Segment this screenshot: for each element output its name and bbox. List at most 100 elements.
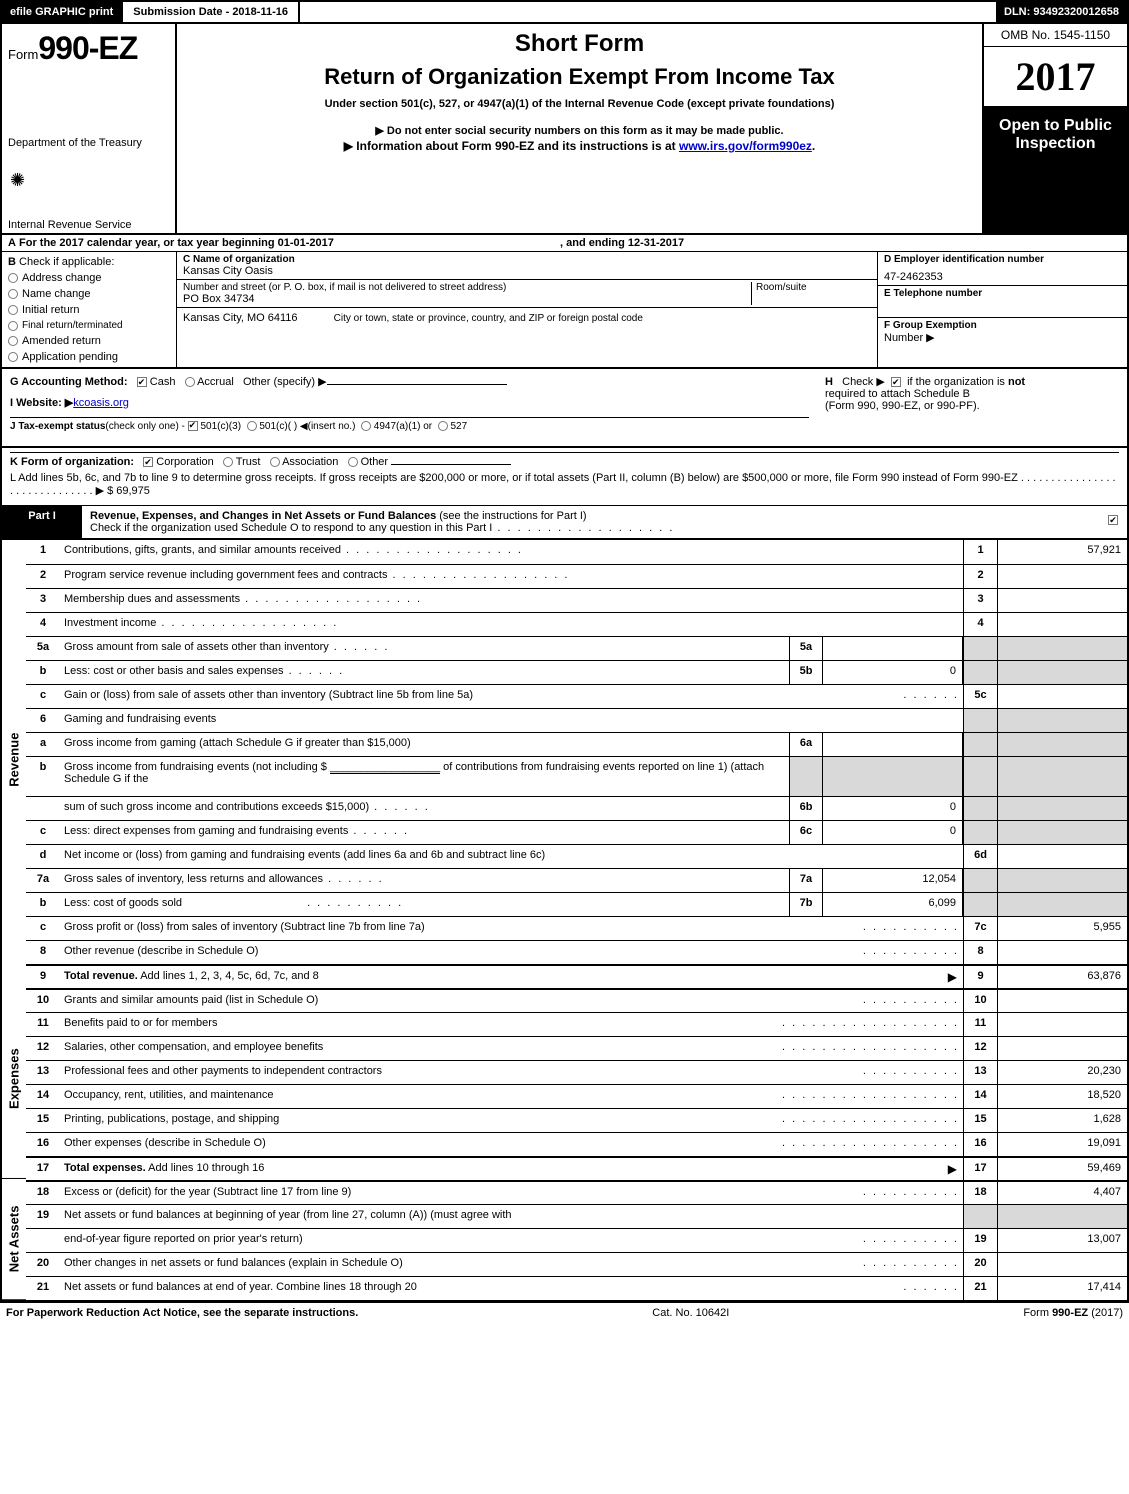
right-val	[997, 637, 1127, 660]
tax-year: 2017	[984, 47, 1127, 107]
g-cash: Cash	[150, 376, 176, 388]
line-a-mid: , and ending	[560, 237, 628, 249]
line-desc: Other expenses (describe in Schedule O)	[60, 1133, 963, 1156]
opt-amended-return[interactable]: Amended return	[8, 335, 170, 347]
street-cell: Number and street (or P. O. box, if mail…	[177, 280, 877, 308]
radio-trust[interactable]	[223, 457, 233, 467]
dots-icon	[284, 665, 345, 677]
street-value: PO Box 34734	[183, 293, 751, 305]
g-accrual: Accrual	[197, 376, 234, 388]
table-row: 11Benefits paid to or for members11	[26, 1012, 1127, 1036]
telephone-label: E Telephone number	[884, 288, 1121, 299]
part-i-table: Revenue Expenses Net Assets 1Contributio…	[0, 540, 1129, 1302]
line-num: 3	[26, 589, 60, 612]
line-num: 7a	[26, 869, 60, 892]
desc-text: Less: cost or other basis and sales expe…	[64, 665, 284, 677]
table-row: 14Occupancy, rent, utilities, and mainte…	[26, 1084, 1127, 1108]
instructions-link[interactable]: www.irs.gov/form990ez	[679, 139, 812, 153]
right-num: 19	[963, 1229, 997, 1252]
header-center: Short Form Return of Organization Exempt…	[177, 24, 982, 233]
line-desc: Less: cost of goods sold	[60, 893, 789, 916]
topbar-left: efile GRAPHIC print Submission Date - 20…	[2, 2, 300, 22]
right-num	[963, 821, 997, 844]
opt-final-return[interactable]: Final return/terminated	[8, 320, 170, 331]
group-exemption-label: F Group Exemption	[884, 320, 1121, 331]
blank-line[interactable]: __________________	[330, 761, 440, 774]
table-row: 18Excess or (deficit) for the year (Subt…	[26, 1180, 1127, 1204]
k-other-blank[interactable]	[391, 464, 511, 465]
table-row: 2Program service revenue including gover…	[26, 564, 1127, 588]
ein-label: D Employer identification number	[884, 254, 1121, 265]
opt-name-change[interactable]: Name change	[8, 288, 170, 300]
form-word: Form	[8, 47, 38, 62]
desc-text: Gross amount from sale of assets other t…	[64, 641, 329, 653]
footer-left-text: For Paperwork Reduction Act Notice, see …	[6, 1307, 358, 1319]
opt-label: Initial return	[22, 304, 79, 316]
desc-text: Other revenue (describe in Schedule O)	[64, 945, 258, 957]
radio-527[interactable]	[438, 421, 448, 431]
right-info-column: D Employer identification number 47-2462…	[877, 252, 1127, 367]
right-val: 1,628	[997, 1109, 1127, 1132]
desc-text: Gross sales of inventory, less returns a…	[64, 873, 323, 885]
radio-other[interactable]	[348, 457, 358, 467]
checkbox-corporation[interactable]	[143, 457, 153, 467]
desc-text: Benefits paid to or for members	[64, 1017, 217, 1029]
right-num: 20	[963, 1253, 997, 1276]
table-row: 15Printing, publications, postage, and s…	[26, 1108, 1127, 1132]
opt-application-pending[interactable]: Application pending	[8, 351, 170, 363]
desc-text: Gain or (loss) from sale of assets other…	[64, 689, 473, 701]
mid-num	[789, 757, 823, 796]
j-4947: 4947(a)(1) or	[374, 421, 432, 432]
table-row: 6Gaming and fundraising events	[26, 708, 1127, 732]
table-row: cGross profit or (loss) from sales of in…	[26, 916, 1127, 940]
line-desc: Program service revenue including govern…	[60, 565, 963, 588]
right-val: 4,407	[997, 1182, 1127, 1204]
line-num: 17	[26, 1158, 60, 1180]
efile-graphic-print-button[interactable]: efile GRAPHIC print	[2, 2, 123, 22]
checkbox-501c3[interactable]	[188, 421, 198, 431]
telephone-cell: E Telephone number	[878, 286, 1127, 318]
radio-association[interactable]	[270, 457, 280, 467]
line-num: 2	[26, 565, 60, 588]
radio-accrual[interactable]	[185, 377, 195, 387]
radio-501c[interactable]	[247, 421, 257, 431]
dots-icon	[369, 801, 430, 813]
right-val	[997, 685, 1127, 708]
opt-address-change[interactable]: Address change	[8, 272, 170, 284]
line-desc: Other changes in net assets or fund bala…	[60, 1253, 963, 1276]
website-link[interactable]: kcoasis.org	[73, 397, 129, 409]
part-i-checkbox[interactable]	[1099, 506, 1127, 538]
opt-label: Amended return	[22, 335, 101, 347]
right-num: 7c	[963, 917, 997, 940]
desc-text: Occupancy, rent, utilities, and maintena…	[64, 1089, 274, 1101]
dots-icon	[863, 994, 959, 1006]
dots-icon	[782, 1137, 959, 1149]
opt-initial-return[interactable]: Initial return	[8, 304, 170, 316]
line-num: c	[26, 685, 60, 708]
g-other-blank[interactable]	[327, 384, 507, 385]
k-association: Association	[282, 456, 338, 468]
table-row: 19Net assets or fund balances at beginni…	[26, 1204, 1127, 1228]
dots-icon	[863, 945, 959, 957]
room-suite-label: Room/suite	[751, 282, 871, 305]
right-val	[997, 821, 1127, 844]
right-val: 63,876	[997, 966, 1127, 988]
line-desc: Salaries, other compensation, and employ…	[60, 1037, 963, 1060]
dln-label: DLN: 93492320012658	[996, 2, 1127, 22]
checkbox-h[interactable]	[891, 377, 901, 387]
desc-text: Excess or (deficit) for the year (Subtra…	[64, 1186, 351, 1198]
desc-text: Membership dues and assessments	[64, 593, 240, 605]
right-val: 57,921	[997, 540, 1127, 564]
line-j-tax-exempt: J Tax-exempt status(check only one) - 50…	[10, 417, 809, 432]
table-row: bLess: cost of goods sold7b6,099	[26, 892, 1127, 916]
checkbox-cash[interactable]	[137, 377, 147, 387]
line-desc: Occupancy, rent, utilities, and maintena…	[60, 1085, 963, 1108]
line-desc: Net assets or fund balances at end of ye…	[60, 1277, 963, 1300]
radio-4947[interactable]	[361, 421, 371, 431]
footer-left: For Paperwork Reduction Act Notice, see …	[6, 1307, 358, 1319]
dots-icon	[863, 1065, 959, 1077]
line-desc: Gross amount from sale of assets other t…	[60, 637, 789, 660]
desc-text: Other changes in net assets or fund bala…	[64, 1257, 403, 1269]
open-public-line1: Open to Public	[988, 117, 1123, 135]
opt-label: Final return/terminated	[22, 320, 123, 331]
